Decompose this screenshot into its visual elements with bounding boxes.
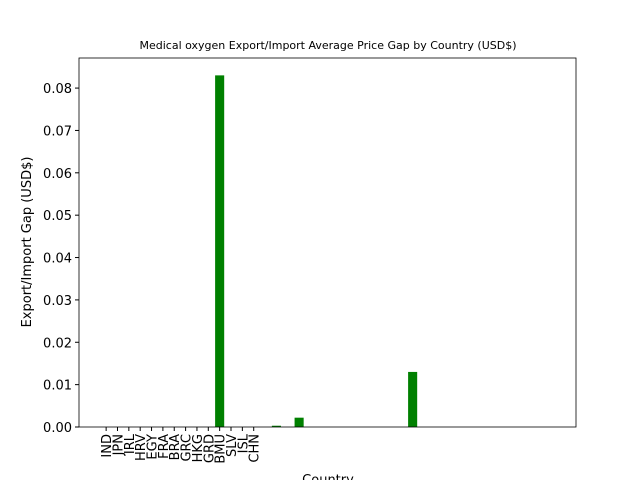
x-tick-label: JPN <box>111 434 126 456</box>
x-tick-label: GRD <box>202 434 217 463</box>
x-tick-label: ISL <box>236 433 251 453</box>
y-tick-label: 0.05 <box>43 209 72 224</box>
x-tick-label: IRL <box>123 433 138 454</box>
y-tick-label: 0.06 <box>43 167 72 182</box>
plot-frame <box>78 57 577 428</box>
y-tick-label: 0.00 <box>43 421 72 436</box>
y-tick-label: 0.01 <box>43 379 72 394</box>
x-tick-label: SLV <box>225 434 240 457</box>
x-tick-label: HRV <box>134 434 149 461</box>
x-tick-label: GRC <box>180 434 195 462</box>
x-tick-label: BMU <box>214 434 229 464</box>
x-tick-label: BRA <box>168 434 183 460</box>
y-tick-label: 0.02 <box>43 336 72 351</box>
bar <box>408 371 418 427</box>
y-tick-label: 0.07 <box>43 124 72 139</box>
y-tick-label: 0.03 <box>43 294 72 309</box>
x-tick-label: HKG <box>191 434 206 462</box>
y-tick-label: 0.04 <box>43 252 72 267</box>
y-tick-label: 0.08 <box>43 82 72 97</box>
x-tick-label: IND <box>100 434 115 458</box>
x-tick-label: FRA <box>157 434 172 459</box>
x-tick-label: CHN <box>248 434 263 463</box>
chart-title: Medical oxygen Export/Import Average Pri… <box>140 39 517 52</box>
bar <box>294 417 304 427</box>
x-axis-label: Country <box>302 473 354 480</box>
bar <box>215 75 225 427</box>
x-tick-label: EGY <box>146 434 161 460</box>
bar <box>271 425 281 427</box>
y-axis-label: Export/Import Gap (USD$) <box>20 157 35 328</box>
